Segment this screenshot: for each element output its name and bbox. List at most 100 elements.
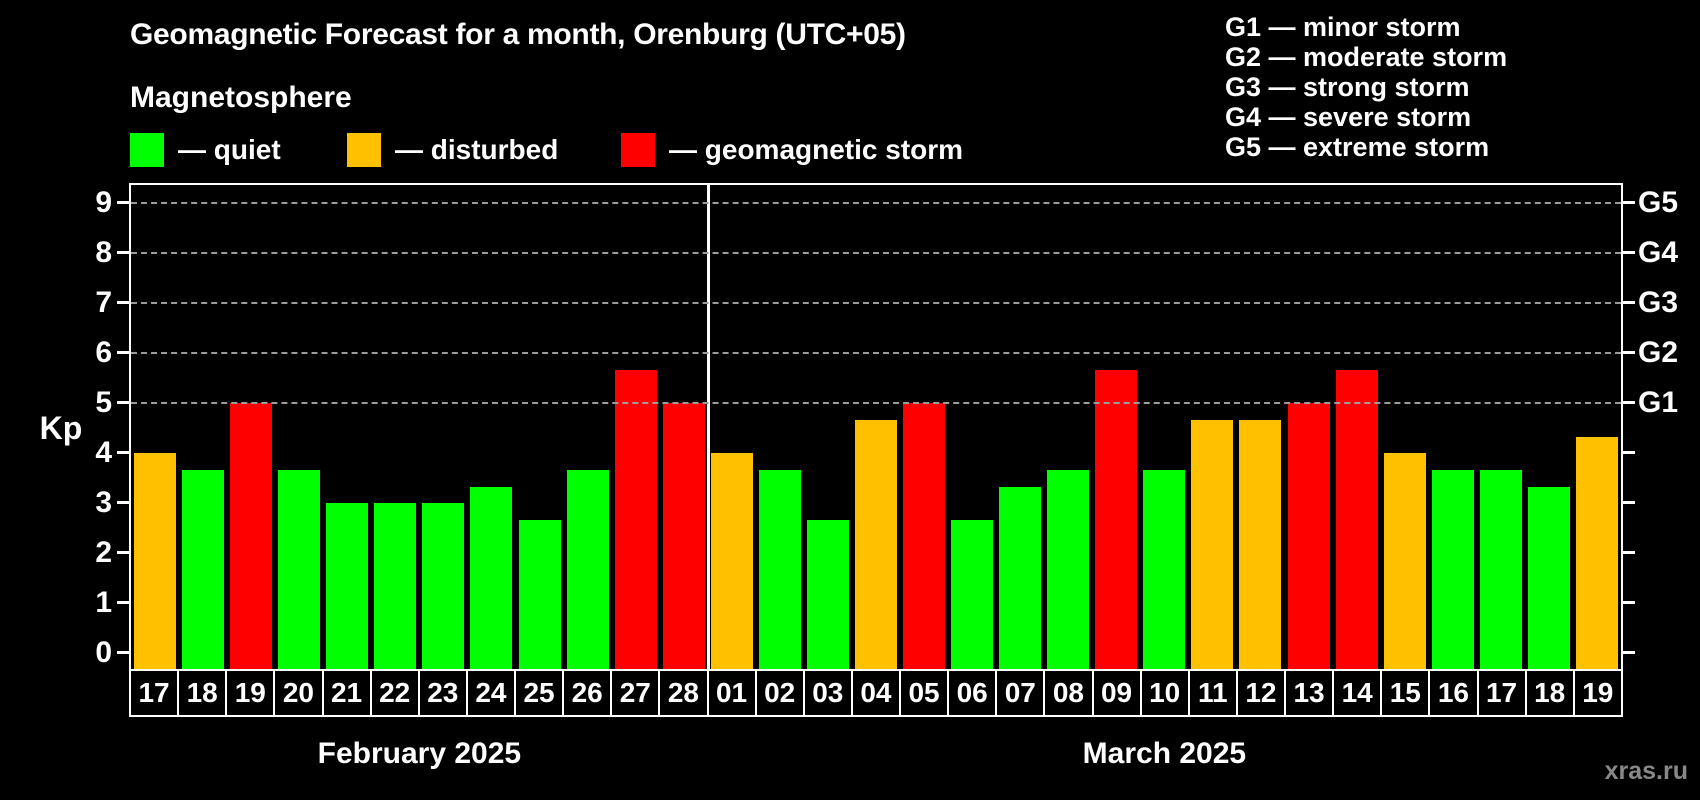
quiet-color-swatch [130,133,164,167]
y-tick-right-2 [1623,551,1635,554]
bar-slot-m1-11 [1188,185,1236,669]
bar-m0-18 [182,469,225,669]
date-cell-m0-25: 25 [514,669,565,717]
y-axis-label-7: 7 [95,286,112,319]
bar-slot-m0-26 [564,185,612,669]
legend-label-quiet: — quiet [178,134,281,165]
bar-m1-19 [1575,436,1618,669]
bar-m1-18 [1527,486,1570,669]
bar-slot-m0-17 [131,185,179,669]
bar-slot-m0-28 [660,185,708,669]
date-cell-m1-19: 19 [1572,669,1623,717]
bar-slot-m1-04 [852,185,900,669]
bars-row [131,185,1621,669]
date-cell-m1-05: 05 [899,669,950,717]
bar-slot-m0-23 [419,185,467,669]
date-cell-m1-03: 03 [802,669,853,717]
bar-m0-27 [614,369,657,669]
disturbed-color-swatch [347,133,381,167]
date-cell-m0-17: 17 [129,669,180,717]
bar-slot-m1-16 [1429,185,1477,669]
date-cell-m1-06: 06 [947,669,998,717]
bar-m1-06 [951,519,994,669]
bar-m1-10 [1143,469,1186,669]
bar-m1-08 [1047,469,1090,669]
y-tick-left-2 [117,551,129,554]
date-cell-m0-24: 24 [465,669,516,717]
bar-slot-m1-18 [1525,185,1573,669]
bar-slot-m1-03 [804,185,852,669]
y-tick-left-3 [117,501,129,504]
bar-m0-21 [326,503,369,669]
bar-m1-09 [1095,369,1138,669]
y-tick-right-9 [1623,201,1635,204]
y-tick-left-7 [117,301,129,304]
bar-slot-m0-27 [612,185,660,669]
date-cell-m1-04: 04 [850,669,901,717]
right-axis-label-g1: G1 [1638,386,1679,419]
storm-scale-legend: G1 — minor storm G2 — moderate storm G3 … [1225,12,1507,162]
date-cell-m1-07: 07 [995,669,1046,717]
bar-slot-m1-19 [1573,185,1621,669]
right-axis-label-g2: G2 [1638,336,1679,369]
right-axis-label-g4: G4 [1638,236,1679,269]
y-tick-right-8 [1623,251,1635,254]
y-axis-label-2: 2 [95,536,112,569]
bar-slot-m1-12 [1236,185,1284,669]
legend-label-disturbed: — disturbed [395,134,559,165]
y-axis-label-0: 0 [95,636,112,669]
legend-label-storm: — geomagnetic storm [669,134,964,165]
chart-subtitle: Magnetosphere [130,81,352,114]
bar-m1-13 [1287,403,1330,669]
right-axis-label-g3: G3 [1638,286,1679,319]
legend-item-disturbed: — disturbed [347,132,558,168]
watermark: xras.ru [1604,757,1688,785]
y-tick-right-3 [1623,501,1635,504]
y-tick-right-0 [1623,651,1635,654]
bar-m1-01 [710,453,753,669]
storm-scale-g3: G3 — strong storm [1225,72,1470,102]
month-label-0: February 2025 [317,737,522,770]
date-cell-m1-18: 18 [1524,669,1575,717]
bar-slot-m1-07 [996,185,1044,669]
date-cell-m0-28: 28 [658,669,709,717]
date-cell-m1-09: 09 [1091,669,1142,717]
bar-slot-m1-14 [1333,185,1381,669]
bar-slot-m0-19 [227,185,275,669]
bar-slot-m0-21 [323,185,371,669]
date-cell-m0-19: 19 [225,669,276,717]
legend-item-storm: — geomagnetic storm [621,132,963,168]
bar-m1-07 [999,486,1042,669]
storm-color-swatch [621,133,655,167]
bar-m1-17 [1479,469,1522,669]
y-tick-left-5 [117,401,129,404]
gridline-kp8 [131,252,1621,254]
plot-area [129,183,1623,669]
bar-slot-m1-15 [1381,185,1429,669]
bar-m1-11 [1191,419,1234,669]
bar-m0-26 [566,469,609,669]
bar-m0-23 [422,503,465,669]
date-cell-m1-16: 16 [1428,669,1479,717]
y-axis-label-3: 3 [95,486,112,519]
bar-slot-m1-08 [1044,185,1092,669]
y-axis-label-8: 8 [95,236,112,269]
bar-m1-03 [806,519,849,669]
y-tick-right-4 [1623,451,1635,454]
y-tick-right-1 [1623,601,1635,604]
month-divider-line [707,185,710,669]
bar-m0-25 [518,519,561,669]
page-title: Geomagnetic Forecast for a month, Orenbu… [130,18,906,51]
date-cell-m1-13: 13 [1284,669,1335,717]
y-axis-label-6: 6 [95,336,112,369]
date-cell-m1-14: 14 [1332,669,1383,717]
gridline-kp7 [131,302,1621,304]
bar-m1-02 [758,469,801,669]
y-tick-right-5 [1623,401,1635,404]
date-cell-m1-12: 12 [1235,669,1286,717]
bar-slot-m1-02 [756,185,804,669]
bar-slot-m0-18 [179,185,227,669]
y-axis-label-1: 1 [95,586,112,619]
bar-m1-04 [854,419,897,669]
date-cell-m1-10: 10 [1139,669,1190,717]
